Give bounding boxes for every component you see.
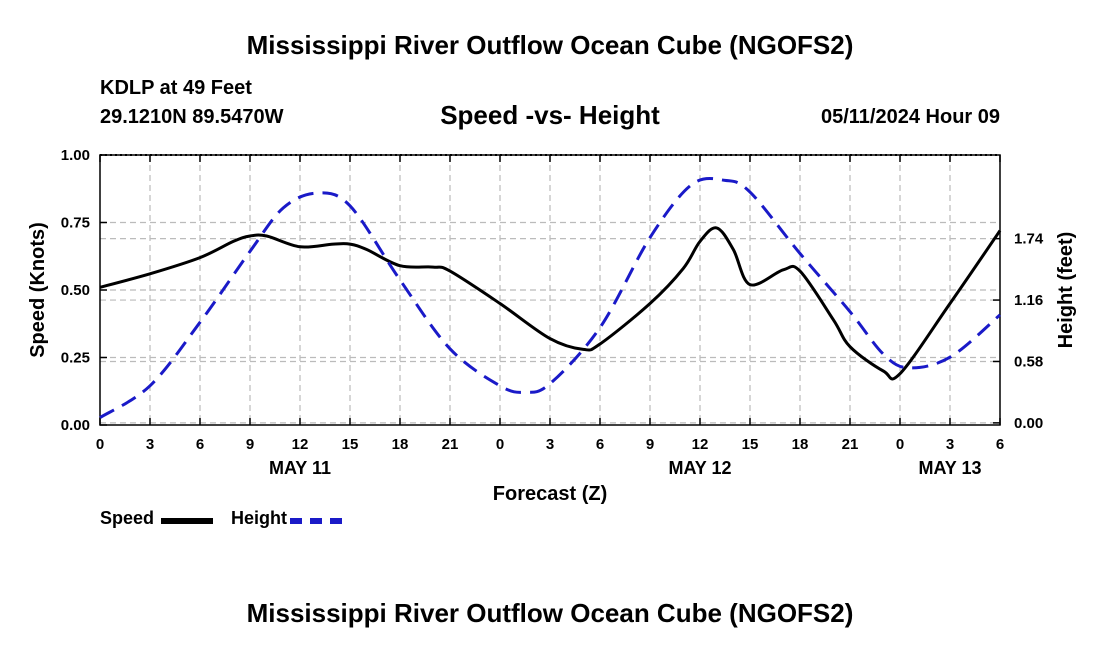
y-tick-label-left: 0.00 <box>61 417 90 434</box>
y-axis-label-right: Height (feet) <box>1055 232 1077 349</box>
x-tick-label: 18 <box>392 436 409 453</box>
x-tick-label: 6 <box>596 436 604 453</box>
x-tick-label: 15 <box>742 436 759 453</box>
chart-title: Mississippi River Outflow Ocean Cube (NG… <box>246 30 854 60</box>
legend-speed-swatch <box>161 518 213 524</box>
forecast-date: 05/11/2024 Hour 09 <box>820 106 1000 128</box>
y-tick-label-left: 0.25 <box>61 350 90 367</box>
x-tick-label: 12 <box>692 436 709 453</box>
grid <box>100 155 1000 425</box>
x-tick-label: 21 <box>842 436 859 453</box>
series <box>99 176 1002 419</box>
y-tick-label-left: 0.75 <box>61 215 90 232</box>
station-coordinates: 29.1210N 89.5470W <box>100 106 284 128</box>
x-tick-label: 21 <box>442 436 459 453</box>
x-tick-label: 0 <box>896 436 904 453</box>
x-axis-label: Forecast (Z) <box>493 483 607 505</box>
y-tick-label-right: 0.58 <box>1014 353 1043 370</box>
y-tick-label-right: 1.74 <box>1014 231 1044 248</box>
y-tick-label-left: 1.00 <box>61 147 90 164</box>
x-tick-label: 3 <box>546 436 554 453</box>
y-tick-label-left: 0.50 <box>61 282 90 299</box>
x-tick-label: 0 <box>96 436 104 453</box>
day-label: MAY 12 <box>668 458 731 478</box>
x-tick-label: 9 <box>646 436 654 453</box>
x-tick-label: 9 <box>246 436 254 453</box>
series-line-height <box>99 176 1001 419</box>
legend-speed-label: Speed <box>100 508 155 528</box>
x-tick-label: 3 <box>946 436 954 453</box>
series-line-speed <box>99 226 1002 381</box>
legend-height-label: Height <box>231 508 287 528</box>
footer-title: Mississippi River Outflow Ocean Cube (NG… <box>246 598 854 628</box>
x-tick-label: 6 <box>996 436 1004 453</box>
x-tick-label: 12 <box>292 436 309 453</box>
axis-ticks: 0 3 6 9 12 15 18 21 0 3 6 9 12 15 18 21 0 3 6 0.00 0.25 0.50 0… <box>61 147 1044 478</box>
day-label: MAY 11 <box>269 458 331 478</box>
legend-height-swatch <box>290 518 342 524</box>
x-tick-label: 18 <box>792 436 809 453</box>
day-label: MAY 13 <box>918 458 981 478</box>
y-tick-label-right: 0.00 <box>1014 415 1043 432</box>
x-tick-label: 3 <box>146 436 154 453</box>
chart-subtitle: Speed -vs- Height <box>440 100 660 130</box>
y-axis-label-left: Speed (Knots) <box>27 222 49 358</box>
x-tick-label: 6 <box>196 436 204 453</box>
x-tick-label: 15 <box>342 436 359 453</box>
station-label: KDLP at 49 Feet <box>100 77 252 99</box>
x-tick-label: 0 <box>496 436 504 453</box>
y-tick-label-right: 1.16 <box>1014 292 1043 309</box>
